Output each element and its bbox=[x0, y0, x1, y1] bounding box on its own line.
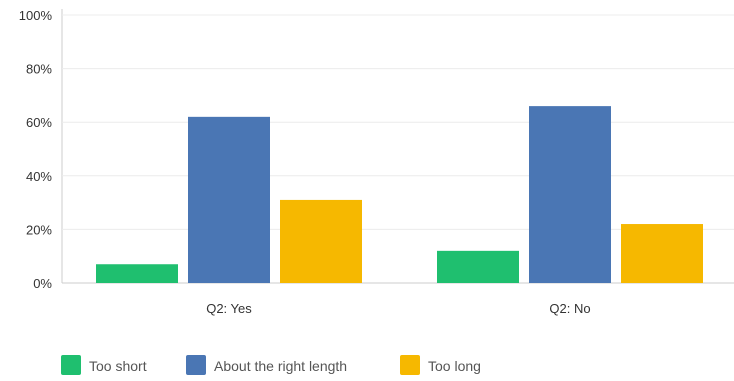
y-tick-label: 100% bbox=[19, 8, 53, 23]
y-tick-label: 20% bbox=[26, 222, 52, 237]
bar-about-the-right-length-q2-yes bbox=[188, 116, 270, 283]
bars bbox=[96, 106, 703, 284]
legend-label: About the right length bbox=[214, 358, 347, 374]
legend: Too short About the right length Too long bbox=[61, 355, 481, 375]
x-category-label: Q2: Yes bbox=[206, 301, 252, 316]
y-axis-ticks: 0% 20% 40% 60% 80% 100% bbox=[19, 8, 53, 291]
y-tick-label: 60% bbox=[26, 115, 52, 130]
bar-too-long-q2-no bbox=[621, 224, 703, 283]
legend-swatch bbox=[61, 355, 81, 375]
y-tick-label: 0% bbox=[33, 276, 52, 291]
bar-too-short-q2-yes bbox=[96, 264, 178, 283]
y-tick-label: 40% bbox=[26, 169, 52, 184]
legend-swatch bbox=[186, 355, 206, 375]
legend-label: Too short bbox=[89, 358, 147, 374]
y-tick-label: 80% bbox=[26, 62, 52, 77]
bar-about-the-right-length-q2-no bbox=[529, 106, 611, 284]
bar-too-short-q2-no bbox=[437, 250, 519, 283]
x-category-label: Q2: No bbox=[549, 301, 590, 316]
legend-label: Too long bbox=[428, 358, 481, 374]
x-axis-categories: Q2: Yes Q2: No bbox=[206, 301, 590, 316]
legend-swatch bbox=[400, 355, 420, 375]
bar-too-long-q2-yes bbox=[280, 199, 362, 283]
